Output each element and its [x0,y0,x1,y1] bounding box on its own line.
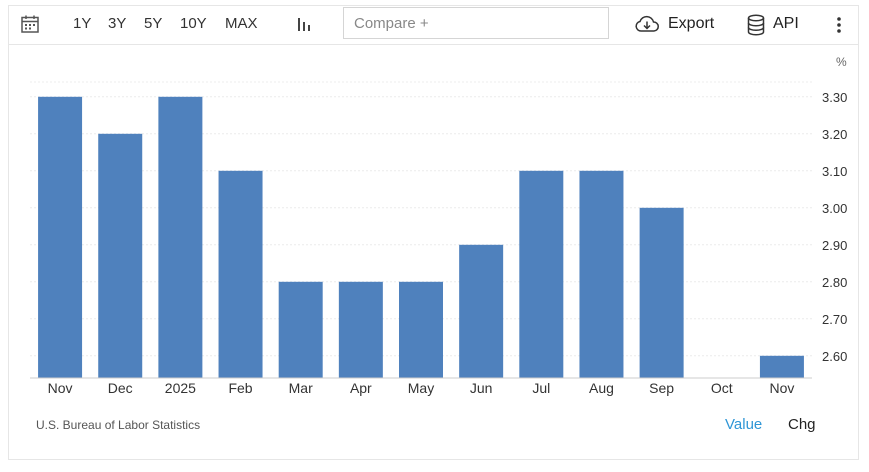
compare-input[interactable] [343,7,609,39]
database-icon [747,14,765,36]
range-1y-button[interactable]: 1Y [73,15,92,32]
y-axis-unit: % [836,55,847,69]
range-3y-button[interactable]: 3Y [108,15,127,32]
api-label: API [773,15,799,32]
range-5y-button[interactable]: 5Y [144,15,163,32]
cloud-download-icon [635,15,659,32]
bar-chart-icon[interactable] [296,16,314,33]
more-vertical-icon[interactable] [834,15,844,35]
chart-toolbar: 1Y 3Y 5Y 10Y MAX Export API [8,5,859,45]
export-label: Export [668,15,715,32]
value-toggle[interactable]: Value [725,416,763,433]
range-max-button[interactable]: MAX [225,15,258,32]
range-10y-button[interactable]: 10Y [180,15,207,32]
chart-panel [8,5,859,460]
change-toggle[interactable]: Chg [788,416,816,433]
calendar-icon[interactable] [20,14,40,34]
source-label: U.S. Bureau of Labor Statistics [36,418,201,432]
